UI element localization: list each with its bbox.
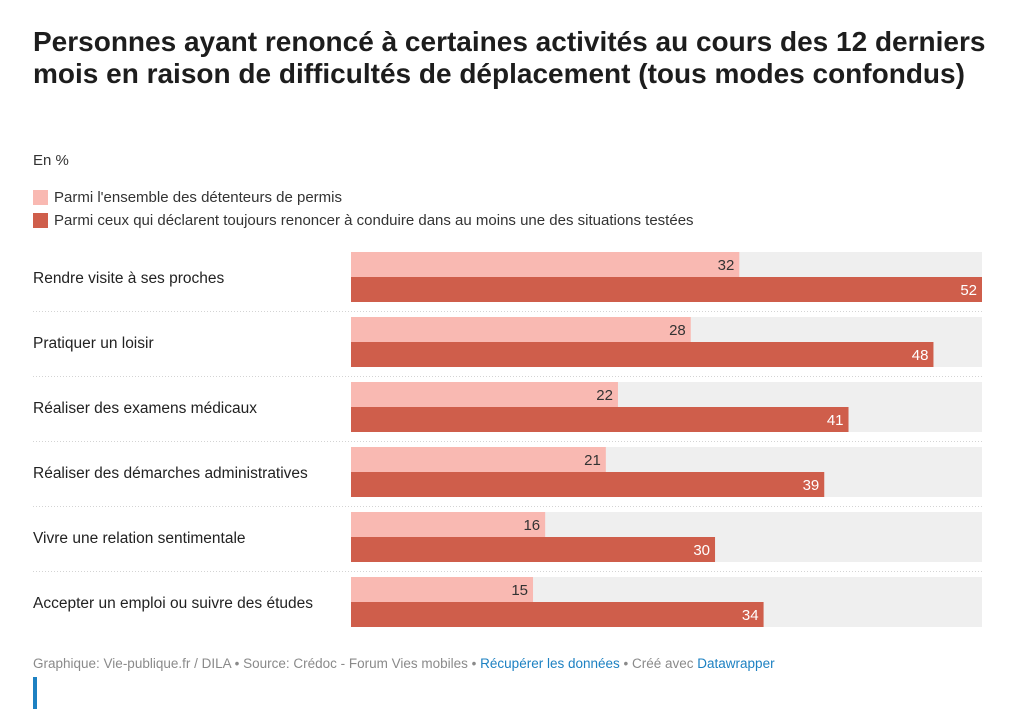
legend-label-dark: Parmi ceux qui déclarent toujours renonc…	[54, 212, 694, 229]
bar-dark	[351, 342, 934, 367]
bar-light	[351, 252, 740, 277]
legend-label-light: Parmi l'ensemble des détenteurs de permi…	[54, 189, 343, 206]
value-label-light: 22	[596, 387, 613, 404]
bar-light	[351, 382, 618, 407]
bar-chart: Rendre visite à ses proches 32 52 Pratiquer…	[33, 252, 982, 627]
legend-swatch-light	[33, 190, 48, 205]
bar-dark	[351, 537, 716, 562]
value-label-light: 21	[584, 452, 601, 469]
legend: Parmi l'ensemble des détenteurs de permi…	[33, 186, 694, 232]
value-label-dark: 41	[827, 412, 844, 429]
value-label-light: 16	[523, 517, 540, 534]
value-label-dark: 39	[803, 477, 820, 494]
chart-title: Personnes ayant renoncé à certaines acti…	[33, 26, 986, 89]
value-label-dark: 48	[912, 347, 929, 364]
bar-light	[351, 512, 546, 537]
legend-item-dark: Parmi ceux qui déclarent toujours renonc…	[33, 209, 694, 232]
accent-bar	[33, 677, 37, 709]
bar-dark	[351, 407, 849, 432]
value-label-light: 28	[669, 322, 686, 339]
value-label-dark: 30	[693, 542, 710, 559]
value-label-dark: 52	[960, 282, 977, 299]
category-label: Vivre une relation sentimentale	[33, 530, 246, 547]
category-label: Réaliser des examens médicaux	[33, 400, 257, 417]
category-label: Accepter un emploi ou suivre des études	[33, 595, 313, 612]
category-label: Pratiquer un loisir	[33, 335, 154, 352]
datawrapper-link[interactable]: Datawrapper	[697, 656, 775, 671]
bar-dark	[351, 277, 982, 302]
footer-separator: • Créé avec	[619, 656, 698, 671]
category-label: Réaliser des démarches administratives	[33, 465, 308, 482]
download-data-link[interactable]: Récupérer les données	[480, 656, 620, 671]
legend-swatch-dark	[33, 213, 48, 228]
bar-light	[351, 577, 534, 602]
value-label-light: 15	[511, 582, 528, 599]
footer-source: Graphique: Vie-publique.fr / DILA • Sour…	[33, 656, 481, 671]
value-label-dark: 34	[742, 607, 759, 624]
legend-item-light: Parmi l'ensemble des détenteurs de permi…	[33, 186, 694, 209]
unit-label: En %	[33, 152, 69, 169]
footer: Graphique: Vie-publique.fr / DILA • Sour…	[33, 656, 775, 671]
value-label-light: 32	[718, 257, 735, 274]
category-label: Rendre visite à ses proches	[33, 270, 225, 287]
bar-dark	[351, 602, 764, 627]
bar-light	[351, 447, 606, 472]
bar-light	[351, 317, 691, 342]
bar-dark	[351, 472, 825, 497]
